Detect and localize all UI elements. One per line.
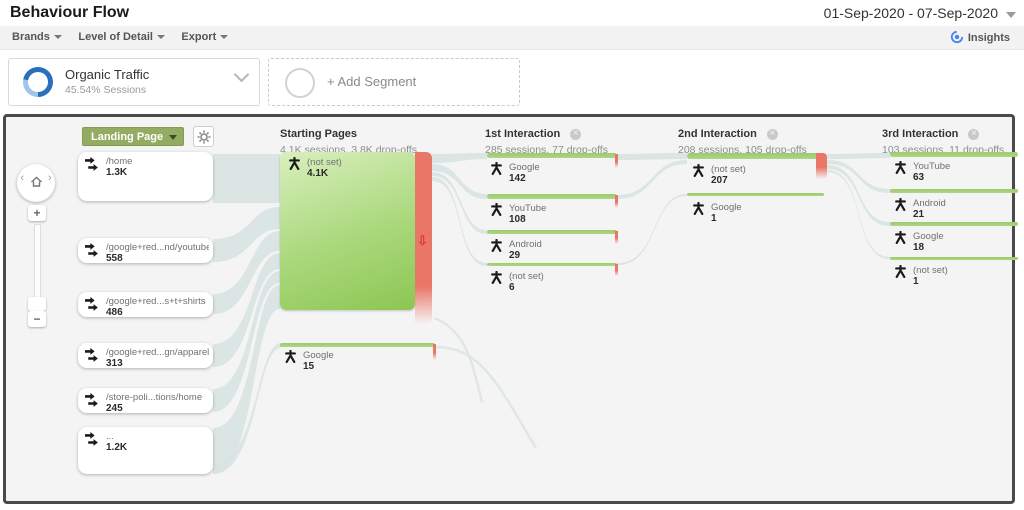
dropoff-bar (415, 152, 432, 324)
segment-chevron-icon[interactable] (233, 66, 250, 83)
add-segment-circle-icon (285, 68, 315, 98)
node-label[interactable]: (not set) 6 (490, 271, 544, 293)
dimension-selector[interactable]: Landing Page (82, 127, 184, 146)
node-label[interactable]: YouTube 63 (894, 161, 950, 183)
close-column-icon[interactable]: × (968, 129, 980, 140)
node-label[interactable]: Android 29 (490, 239, 542, 261)
flow-settings-button[interactable] (193, 126, 214, 147)
dropoff-sliver (615, 231, 618, 244)
flow-node-3rd-google[interactable] (890, 222, 1018, 226)
landing-page-node[interactable]: /store-poli...tions/home 245 (78, 388, 213, 414)
person-icon (491, 203, 502, 216)
dropoff-blob (816, 153, 827, 179)
zoom-out-button[interactable]: − (28, 311, 46, 327)
title-bar: Behaviour Flow 01-Sep-2020 - 07-Sep-2020 (0, 0, 1024, 26)
segment-donut-icon (23, 67, 53, 97)
home-icon (30, 176, 42, 187)
flow-node-1st-not-set[interactable] (487, 263, 617, 266)
merge-arrows-icon (85, 393, 98, 407)
flow-node-starting-google[interactable] (280, 343, 435, 347)
node-label[interactable]: Android 21 (894, 198, 946, 220)
column-header-1st-interaction: 1st Interaction × 285 sessions, 77 drop-o… (485, 128, 608, 156)
flow-node-1st-android[interactable] (487, 230, 617, 234)
segment-detail: 45.54% Sessions (65, 84, 147, 96)
person-icon (895, 265, 906, 278)
flow-home-button[interactable]: ‹ › (17, 164, 55, 202)
add-segment-label: + Add Segment (327, 74, 417, 89)
segment-name: Organic Traffic (65, 67, 150, 82)
landing-page-node-home[interactable]: /home 1.3K (78, 152, 213, 201)
flow-node-3rd-not-set[interactable] (890, 257, 1018, 260)
date-range-chevron-icon[interactable] (1006, 12, 1016, 18)
merge-arrows-icon (85, 157, 98, 171)
dropoff-sliver (615, 154, 618, 168)
insights-button[interactable]: Insights (950, 30, 1010, 44)
toolbar: Brands Level of Detail Export Insights (0, 26, 1024, 50)
date-range-selector[interactable]: 01-Sep-2020 - 07-Sep-2020 (823, 5, 998, 21)
person-icon (895, 198, 906, 211)
flow-node-3rd-youtube[interactable] (890, 152, 1018, 157)
close-column-icon[interactable]: × (570, 129, 582, 140)
dropoff-arrow-icon: ⇩ (417, 233, 428, 248)
person-icon (693, 164, 704, 177)
merge-arrows-icon (85, 432, 98, 446)
person-icon (285, 350, 296, 363)
person-icon (895, 161, 906, 174)
pan-right-icon[interactable]: › (47, 172, 52, 184)
gear-icon (197, 130, 211, 144)
node-label[interactable]: Google 18 (894, 231, 944, 253)
merge-arrows-icon (85, 297, 98, 311)
zoom-in-button[interactable]: + (28, 205, 46, 221)
chevron-down-icon (156, 35, 165, 40)
flow-node-2nd-not-set[interactable] (687, 153, 818, 159)
node-label[interactable]: YouTube 108 (490, 203, 546, 225)
node-label[interactable]: Google 1 (692, 202, 742, 224)
dropoff-sliver (615, 264, 618, 276)
chevron-down-icon (220, 35, 229, 40)
segment-card-organic-traffic[interactable]: Organic Traffic 45.54% Sessions (8, 58, 260, 106)
zoom-slider-handle[interactable] (28, 297, 46, 311)
dropoff-sliver (615, 195, 618, 208)
zoom-slider-track[interactable] (34, 224, 41, 302)
column-header-2nd-interaction: 2nd Interaction × 208 sessions, 105 drop-… (678, 128, 807, 156)
flow-node-2nd-google[interactable] (687, 193, 824, 196)
flow-node-1st-google[interactable] (487, 153, 617, 158)
pan-left-icon[interactable]: ‹ (20, 172, 25, 184)
person-icon (491, 162, 502, 175)
add-segment-card[interactable]: + Add Segment (268, 58, 520, 106)
menu-export[interactable]: Export (181, 31, 229, 43)
close-column-icon[interactable]: × (766, 129, 778, 140)
merge-arrows-icon (85, 348, 98, 362)
insights-icon (950, 30, 963, 44)
chevron-down-icon (169, 135, 177, 140)
landing-page-node[interactable]: /google+red...nd/youtube 558 (78, 238, 213, 264)
node-label[interactable]: (not set) 207 (692, 164, 746, 186)
node-label[interactable]: Google 15 (284, 350, 334, 372)
person-icon (491, 239, 502, 252)
menu-level-of-detail[interactable]: Level of Detail (78, 31, 165, 43)
chevron-down-icon (53, 35, 62, 40)
landing-page-node[interactable]: /google+red...gn/apparel 313 (78, 343, 213, 369)
flow-node-starting-not-set[interactable] (280, 152, 415, 310)
node-label: (not set) 4.1K (288, 157, 342, 179)
person-icon (289, 157, 300, 170)
landing-page-node-more[interactable]: ... 1.2K (78, 427, 213, 474)
page-title: Behaviour Flow (10, 4, 130, 21)
flow-node-1st-youtube[interactable] (487, 194, 617, 199)
node-label[interactable]: (not set) 1 (894, 265, 948, 287)
person-icon (491, 271, 502, 284)
flow-node-3rd-android[interactable] (890, 189, 1018, 193)
node-label[interactable]: Google 142 (490, 162, 540, 184)
person-icon (895, 231, 906, 244)
person-icon (693, 202, 704, 215)
menu-brands[interactable]: Brands (12, 31, 62, 43)
merge-arrows-icon (85, 243, 98, 257)
landing-page-node[interactable]: /google+red...s+t+shirts 486 (78, 292, 213, 318)
dropoff-sliver (433, 344, 436, 360)
